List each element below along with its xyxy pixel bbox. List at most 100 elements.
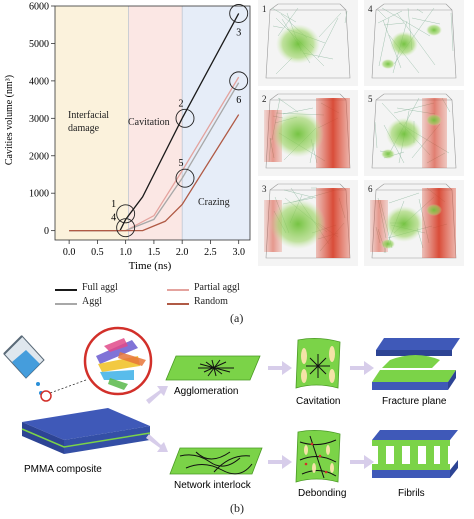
nanoparticle-cluster-small xyxy=(426,204,442,216)
y-axis-label: Cavities volume (nm³) xyxy=(4,75,15,165)
simulation-snapshot-5: 5 xyxy=(364,90,464,176)
annotation-circle xyxy=(116,218,136,238)
cavity-region xyxy=(422,98,447,168)
nanoparticle-cluster xyxy=(276,24,320,64)
simulation-snapshots: 1 4 2 5 3 6 xyxy=(258,0,464,266)
x-tick-label: 2.5 xyxy=(204,247,217,258)
nanoparticle-cluster xyxy=(270,198,326,250)
stage-label-network-interlock: Network interlock xyxy=(174,480,252,491)
beaker-icon xyxy=(3,335,45,379)
chart-legend: Full aggl Partial aggl Aggl Random xyxy=(55,282,265,312)
snapshot-label: 3 xyxy=(262,184,267,194)
nanoparticle-cluster-small xyxy=(381,149,395,159)
snapshot-label: 5 xyxy=(368,94,373,104)
legend-swatch xyxy=(167,303,189,305)
legend-swatch xyxy=(55,303,77,305)
x-tick-label: 1.0 xyxy=(119,247,132,258)
cavitation-sheet xyxy=(295,338,341,389)
nanoparticle-cluster xyxy=(390,31,418,57)
snapshot-box-wireframe xyxy=(371,93,457,169)
fracture-mechanism-schematic: PMMA composite Agglomeration Cavitation xyxy=(3,326,460,499)
legend-label: Full aggl xyxy=(82,282,118,293)
region-label-interfacial-1: Interfacial xyxy=(68,110,109,121)
legend-swatch xyxy=(55,289,77,291)
x-tick-label: 0.0 xyxy=(63,247,76,258)
simulation-snapshot-1: 1 xyxy=(258,0,358,86)
annotation-circle xyxy=(116,204,136,224)
stage-region xyxy=(128,6,183,240)
network-interlock-sheet xyxy=(169,447,263,475)
plot-frame xyxy=(54,5,251,241)
x-tick-label: 3.0 xyxy=(232,247,245,258)
stage-label-cavitation: Cavitation xyxy=(296,396,340,407)
annotation-label: 2 xyxy=(179,98,184,109)
y-tick-label: 6000 xyxy=(29,2,49,13)
snapshot-label: 2 xyxy=(262,94,267,104)
annotation-label: 6 xyxy=(236,95,241,106)
stage-label-fibrils: Fibrils xyxy=(398,488,425,499)
annotation-circle xyxy=(229,71,249,91)
arrow-to-agglomeration xyxy=(146,386,168,404)
annotation-label: 4 xyxy=(111,213,116,224)
nanoparticle-cluster-small xyxy=(381,59,395,69)
nanoparticle-cluster xyxy=(386,117,422,151)
fibrils-block xyxy=(372,430,458,478)
nanoparticle-cluster-small xyxy=(426,114,442,126)
simulation-snapshot-3: 3 xyxy=(258,180,358,266)
debonding-sheet xyxy=(295,430,341,483)
legend-label: Partial aggl xyxy=(194,282,240,293)
simulation-snapshot-4: 4 xyxy=(364,0,464,86)
y-tick-label: 4000 xyxy=(29,76,49,87)
fracture-plane-block xyxy=(372,338,460,390)
region-label-interfacial-2: damage xyxy=(68,123,100,134)
annotation-circle xyxy=(175,108,195,128)
y-tick-label: 2000 xyxy=(29,151,49,162)
legend-label: Random xyxy=(194,296,228,307)
pmma-composite-slab xyxy=(21,408,151,454)
snapshot-label: 1 xyxy=(262,4,267,14)
composite-label: PMMA composite xyxy=(24,464,102,475)
simulation-snapshot-2: 2 xyxy=(258,90,358,176)
y-tick-label: 0 xyxy=(44,226,49,237)
stage-label-agglomeration: Agglomeration xyxy=(174,386,238,397)
snapshot-box-wireframe xyxy=(371,3,457,79)
region-label-cavitation: Cavitation xyxy=(128,117,170,128)
arrow-to-network xyxy=(146,434,168,452)
nanoparticle-cluster xyxy=(96,338,146,390)
y-tick-label: 3000 xyxy=(29,114,49,125)
nanoparticle-cluster-small xyxy=(381,239,395,249)
annotation-circle xyxy=(229,4,249,23)
cavities-volume-chart: 0.0 0.5 1.0 1.5 2.0 2.5 3.0 0 1000 2000 3000 4000 50… xyxy=(4,2,251,272)
stage-region xyxy=(182,6,250,240)
panel-label-a: (a) xyxy=(230,311,244,325)
nanoparticle-cluster-small xyxy=(426,24,442,36)
stage-region xyxy=(55,6,129,240)
legend-swatch xyxy=(167,289,189,291)
annotation-label: 5 xyxy=(179,158,184,169)
series-line-random xyxy=(69,114,240,232)
legend-label: Aggl xyxy=(82,296,102,307)
panel-label-b: (b) xyxy=(230,501,244,515)
y-tick-label: 1000 xyxy=(29,189,49,200)
region-label-crazing: Crazing xyxy=(198,197,230,208)
x-tick-label: 2.0 xyxy=(176,247,189,258)
agglomeration-sheet xyxy=(165,355,261,381)
x-tick-label: 0.5 xyxy=(91,247,104,258)
nanoparticle-cluster xyxy=(272,110,324,158)
stage-label-debonding: Debonding xyxy=(298,488,346,499)
x-axis-label: Time (ns) xyxy=(129,260,172,272)
annotation-label: 3 xyxy=(236,27,241,38)
cavity-region xyxy=(422,188,456,258)
simulation-snapshot-6: 6 xyxy=(364,180,464,266)
y-tick-label: 5000 xyxy=(29,39,49,50)
snapshot-box-wireframe xyxy=(265,3,351,79)
x-tick-label: 1.5 xyxy=(148,247,161,258)
snapshot-label: 4 xyxy=(368,4,373,14)
sample-spot xyxy=(40,390,52,402)
stage-label-fracture-plane: Fracture plane xyxy=(382,396,447,407)
annotation-circle xyxy=(175,168,195,188)
nanoparticle-cluster xyxy=(384,206,424,242)
cavity-region-left xyxy=(370,200,388,252)
snapshot-label: 6 xyxy=(368,184,373,194)
annotation-label: 1 xyxy=(111,199,116,210)
